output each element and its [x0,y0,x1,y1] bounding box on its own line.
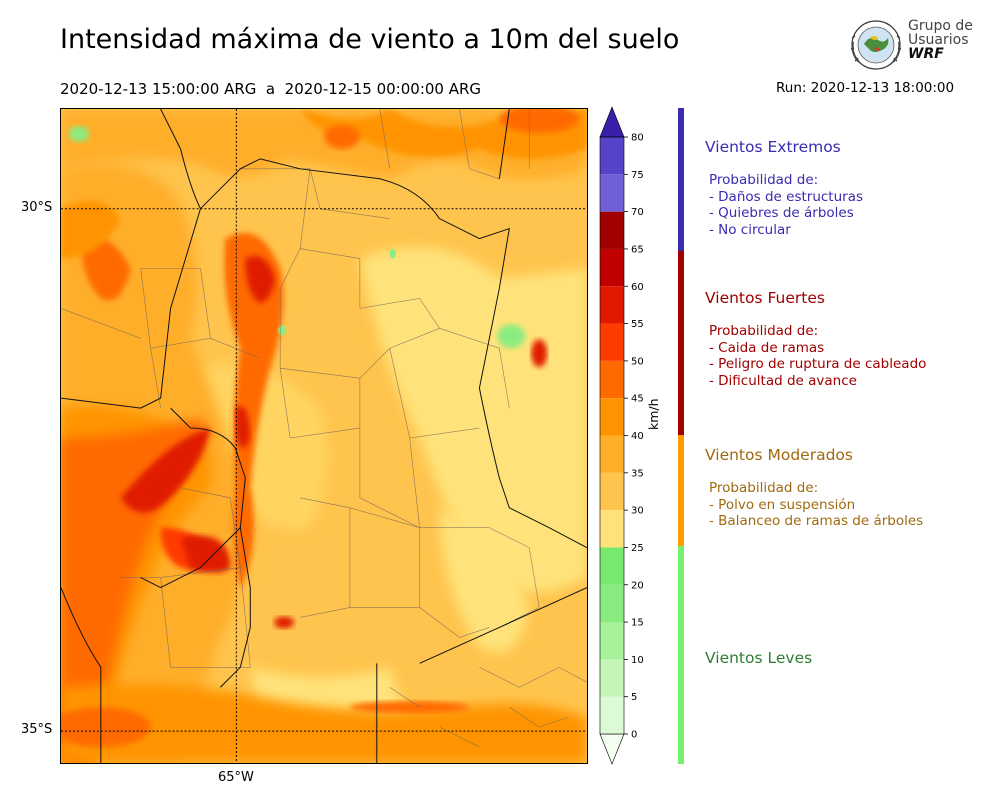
moderate-category-bar [678,435,684,546]
strong-wind-zone [61,418,208,763]
logo-line-3: WRF [908,46,944,62]
moderate-wind-zone [61,683,587,763]
category-desc-extreme: Probabilidad de: - Daños de estructuras … [709,172,863,238]
colorbar-tick-label: 55 [631,319,644,330]
logo-text: Grupo de Usuarios WRF [908,19,973,61]
desc-line: - No circular [709,221,791,238]
colorbar-segment [600,211,624,249]
colorbar-tick-label: 65 [631,244,644,255]
colorbar-tick-label: 45 [631,394,644,405]
colorbar-tick-label: 70 [631,207,644,218]
category-title-extreme: Vientos Extremos [705,138,841,156]
desc-line: - Balanceo de ramas de árboles [709,513,924,529]
strong-wind-zone [80,236,131,301]
colorbar-tick-label: 50 [631,356,644,367]
colorbar-segment [600,286,624,324]
colorbar-tick-label: 35 [631,468,644,479]
category-title-strong: Vientos Fuertes [705,289,825,307]
strong-wind-cell [324,124,360,149]
colorbar-segment [600,323,624,361]
colorbar-segment [600,584,624,623]
colorbar-tick-label: 80 [631,133,644,144]
model-run-time: Run: 2020-12-13 18:00:00 [776,80,955,96]
strong-wind-zone [245,256,276,304]
colorbar-segment [600,696,624,734]
colorbar-tick-label: 25 [631,543,644,554]
colorbar-under-arrow [599,733,625,765]
colorbar-segment [600,472,624,511]
colorbar-segment [600,547,624,585]
colorbar-segment [600,398,624,436]
strong-wind-cell [349,701,470,714]
colorbar-tick-label: 75 [631,170,644,181]
strong-wind-zone [120,428,211,513]
moderate-wind-zone [61,109,587,179]
light-wind-zone [439,507,530,653]
strong-wind-zone [224,232,284,588]
strong-wind-zone [61,200,121,259]
colorbar-tick-label: 20 [631,580,644,591]
colorbar-segment [600,174,624,212]
desc-line: - Peligro de ruptura de cableado [709,356,927,372]
lat-label-30s: 30°S [21,200,53,215]
logo-line-2: Usuarios [908,32,969,48]
light-wind-patch [68,125,89,142]
wrf-group-logo-icon [850,20,902,70]
colorbar-tick-label: 0 [631,730,637,741]
colorbar-tick-label: 40 [631,431,644,442]
colorbar-segment [600,137,624,175]
colorbar-segment [600,622,624,660]
light-category-bar [678,546,684,764]
colorbar-tick-label: 10 [631,655,644,666]
strong-wind-zone [235,406,251,448]
category-desc-strong: Probabilidad de: - Caida de ramas - Peli… [709,323,926,389]
colorbar-tick-label: 5 [631,692,637,703]
strong-wind-zone [180,535,231,573]
desc-line: - Caida de ramas [709,339,825,356]
wind-map [60,108,588,764]
desc-line: - Quiebres de árboles [709,205,854,221]
category-title-light: Vientos Leves [705,649,813,667]
department-boundaries [61,109,587,748]
strong-wind-cell [274,616,295,629]
extreme-category-bar [678,108,684,251]
colorbar-segment [600,510,624,548]
desc-line: - Daños de estructuras [709,188,864,205]
desc-line: Probabilidad de: [709,480,819,496]
desc-line: - Polvo en suspensión [709,496,856,513]
category-title-moderate: Vientos Moderados [705,446,853,464]
desc-line: Probabilidad de: [709,172,819,188]
lat-label-35s: 35°S [21,722,53,737]
strong-wind-cell [531,339,548,368]
colorbar-tick-label: 60 [631,282,644,293]
graticule [61,109,587,763]
light-wind-patch [497,324,526,349]
colorbar-tick-label: 15 [631,618,644,629]
category-desc-moderate: Probabilidad de: - Polvo en suspensión -… [709,480,923,530]
colorbar-segment [600,659,624,697]
map-title: Intensidad máxima de viento a 10m del su… [60,24,680,55]
light-wind-patch [278,325,287,336]
light-wind-zone [359,247,587,593]
desc-line: - Dificultad de avance [709,372,857,389]
colorbar-tick-label: 30 [631,506,644,517]
strong-wind-cell [499,109,580,133]
desc-line: Probabilidad de: [709,323,819,339]
strong-category-bar [678,251,684,435]
colorbar-segment [600,248,624,287]
forecast-period: 2020-12-13 15:00:00 ARG a 2020-12-15 00:… [60,80,482,98]
colorbar-unit: km/h [646,398,661,430]
logo-line-1: Grupo de [908,18,973,34]
colorbar-over-arrow [599,106,625,138]
colorbar-segment [600,360,624,399]
colorbar-segment [600,435,624,473]
colorbar: 0 5 10 15 20 25 30 35 40 45 50 55 60 65 70 75 80 [599,106,644,765]
light-wind-patch [389,248,396,259]
strong-wind-cell [61,707,151,748]
province-boundaries [61,109,587,763]
lon-label-65w: 65°W [218,770,254,785]
